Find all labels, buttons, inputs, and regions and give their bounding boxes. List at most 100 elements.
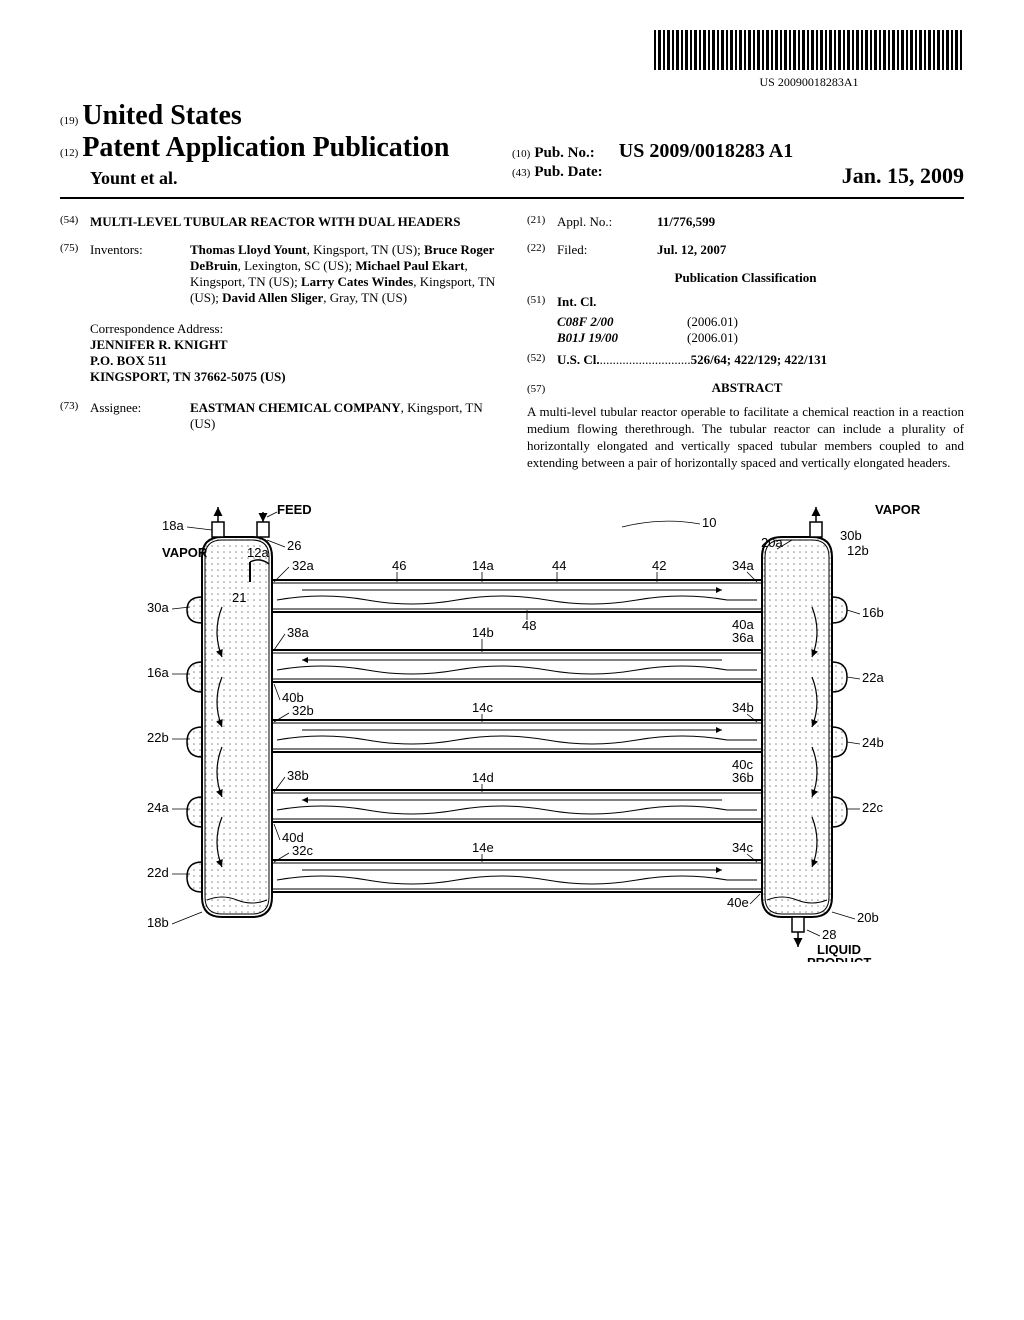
us-cl-row: (52) U.S. Cl. ..........................… xyxy=(527,352,964,368)
label-28: 28 xyxy=(822,927,836,942)
pub-no: US 2009/0018283 A1 xyxy=(619,140,793,162)
code-22: (22) xyxy=(527,242,557,258)
label-24b: 24b xyxy=(862,735,884,750)
right-header: (10) Pub. No.: US 2009/0018283 A1 (43) P… xyxy=(512,112,964,189)
us-cl-label: U.S. Cl. xyxy=(557,352,600,368)
label-22d: 22d xyxy=(147,865,169,880)
label-36b: 36b xyxy=(732,770,754,785)
left-header: (19) United States (12) Patent Applicati… xyxy=(60,100,512,189)
label-vapor-left: VAPOR xyxy=(162,545,208,560)
label-30a: 30a xyxy=(147,600,169,615)
barcode-area: US 20090018283A1 xyxy=(60,30,964,90)
pub-class-header: Publication Classification xyxy=(527,270,964,286)
label-38b: 38b xyxy=(287,768,309,783)
label-48: 48 xyxy=(522,618,536,633)
title-text: MULTI-LEVEL TUBULAR REACTOR WITH DUAL HE… xyxy=(90,214,497,230)
label-20a: 20a xyxy=(761,535,783,550)
assignee-row: (73) Assignee: EASTMAN CHEMICAL COMPANY,… xyxy=(60,400,497,432)
inventors-list: Thomas Lloyd Yount, Kingsport, TN (US); … xyxy=(190,242,497,306)
abstract-header: ABSTRACT xyxy=(549,380,946,396)
label-34c: 34c xyxy=(732,840,753,855)
label-32b: 32b xyxy=(292,703,314,718)
label-14c: 14c xyxy=(472,700,493,715)
label-14b: 14b xyxy=(472,625,494,640)
label-16b: 16b xyxy=(862,605,884,620)
label-14a: 14a xyxy=(472,558,494,573)
code-54: (54) xyxy=(60,214,90,230)
label-14d: 14d xyxy=(472,770,494,785)
assignee-label: Assignee: xyxy=(90,400,190,432)
inventors-row: (75) Inventors: Thomas Lloyd Yount, King… xyxy=(60,242,497,306)
label-22b: 22b xyxy=(147,730,169,745)
us-cl: 526/64; 422/129; 422/131 xyxy=(691,352,828,368)
label-34b: 34b xyxy=(732,700,754,715)
code-51: (51) xyxy=(527,294,557,310)
divider xyxy=(60,197,964,199)
label-24a: 24a xyxy=(147,800,169,815)
label-12a: 12a xyxy=(247,545,269,560)
filed-row: (22) Filed: Jul. 12, 2007 xyxy=(527,242,964,258)
pub-no-label: Pub. No.: xyxy=(534,145,594,161)
corr-address: Correspondence Address: JENNIFER R. KNIG… xyxy=(90,321,497,385)
code-73: (73) xyxy=(60,400,90,432)
label-16a: 16a xyxy=(147,665,169,680)
appl-no-label: Appl. No.: xyxy=(557,214,657,230)
label-product: PRODUCT xyxy=(807,955,871,962)
label-10: 10 xyxy=(702,515,716,530)
pub-date: Jan. 15, 2009 xyxy=(842,163,964,189)
label-18a: 18a xyxy=(162,518,184,533)
int-cl-1: B01J 19/00 (2006.01) xyxy=(557,330,964,346)
appl-no-row: (21) Appl. No.: 11/776,599 xyxy=(527,214,964,230)
title-row: (54) MULTI-LEVEL TUBULAR REACTOR WITH DU… xyxy=(60,214,497,230)
label-12b: 12b xyxy=(847,543,869,558)
code-43: (43) xyxy=(512,167,530,179)
barcode-text: US 20090018283A1 xyxy=(654,75,964,90)
assignee-content: EASTMAN CHEMICAL COMPANY, Kingsport, TN … xyxy=(190,400,497,432)
code-19: (19) xyxy=(60,115,78,127)
code-75: (75) xyxy=(60,242,90,306)
corr-line-1: P.O. BOX 511 xyxy=(90,353,497,369)
label-20b: 20b xyxy=(857,910,879,925)
filed: Jul. 12, 2007 xyxy=(657,242,964,258)
corr-line-2: KINGSPORT, TN 37662-5075 (US) xyxy=(90,369,497,385)
reactor-diagram: 18a FEED VAPOR 26 12a 32a 46 14a 44 42 1… xyxy=(102,502,922,962)
corr-line-0: JENNIFER R. KNIGHT xyxy=(90,337,497,353)
int-cl-list: C08F 2/00 (2006.01) B01J 19/00 (2006.01) xyxy=(557,314,964,346)
int-cl-label: Int. Cl. xyxy=(557,294,596,310)
code-52: (52) xyxy=(527,352,557,368)
label-40e: 40e xyxy=(727,895,749,910)
int-cl-code-0: C08F 2/00 xyxy=(557,314,647,330)
barcode xyxy=(654,30,964,70)
label-22c: 22c xyxy=(862,800,883,815)
label-30b: 30b xyxy=(840,528,862,543)
abstract-text: A multi-level tubular reactor operable t… xyxy=(527,404,964,472)
label-46: 46 xyxy=(392,558,406,573)
code-21: (21) xyxy=(527,214,557,230)
int-cl-0: C08F 2/00 (2006.01) xyxy=(557,314,964,330)
right-column: (21) Appl. No.: 11/776,599 (22) Filed: J… xyxy=(527,214,964,472)
inventors-label: Inventors: xyxy=(90,242,190,306)
assignee-name: EASTMAN CHEMICAL COMPANY xyxy=(190,400,401,415)
filed-label: Filed: xyxy=(557,242,657,258)
label-38a: 38a xyxy=(287,625,309,640)
main-content: (54) MULTI-LEVEL TUBULAR REACTOR WITH DU… xyxy=(60,214,964,472)
code-12: (12) xyxy=(60,147,78,159)
label-44: 44 xyxy=(552,558,566,573)
label-34a: 34a xyxy=(732,558,754,573)
country: United States xyxy=(82,100,241,131)
int-cl-code-1: B01J 19/00 xyxy=(557,330,647,346)
us-cl-bold: 526/64; 422/129; 422/131 xyxy=(691,352,828,367)
label-32c: 32c xyxy=(292,843,313,858)
label-42: 42 xyxy=(652,558,666,573)
label-32a: 32a xyxy=(292,558,314,573)
code-10: (10) xyxy=(512,148,530,160)
int-cl-year-1: (2006.01) xyxy=(687,330,738,346)
code-57: (57) xyxy=(527,383,545,395)
corr-label: Correspondence Address: xyxy=(90,321,497,337)
label-vapor-right: VAPOR xyxy=(875,502,921,517)
pub-type: Patent Application Publication xyxy=(82,132,449,163)
label-14e: 14e xyxy=(472,840,494,855)
label-36a: 36a xyxy=(732,630,754,645)
label-22a: 22a xyxy=(862,670,884,685)
int-cl-row: (51) Int. Cl. xyxy=(527,294,964,310)
